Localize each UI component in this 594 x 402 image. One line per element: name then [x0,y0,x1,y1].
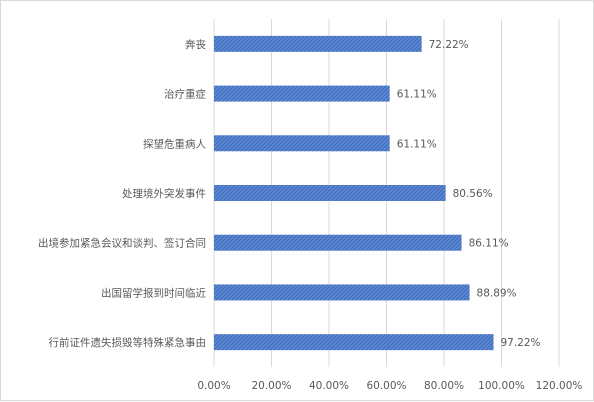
x-tick-label: 40.00% [309,380,349,392]
x-tick-label: 100.00% [478,380,525,392]
data-label: 61.11% [397,89,437,101]
data-label: 86.11% [469,238,509,250]
data-label: 88.89% [477,287,517,299]
category-label: 出境参加紧急会议和谈判、签订合同 [38,237,206,250]
x-tick-label: 20.00% [251,380,291,392]
bar [214,35,422,52]
x-tick-label: 120.00% [536,380,583,392]
x-tick-label: 0.00% [197,380,230,392]
bar [214,185,446,201]
category-label: 处理境外突发事件 [122,187,206,200]
bar [214,334,494,351]
category-label: 奔丧 [185,38,206,51]
data-label: 80.56% [453,188,493,200]
data-label: 72.22% [429,39,469,51]
bar [214,85,390,102]
data-label: 97.22% [501,337,541,349]
x-tick-label: 60.00% [366,380,406,392]
category-label: 治疗重症 [164,88,206,101]
bar [214,135,390,152]
category-label: 行前证件遗失损毁等特殊紧急事由 [49,336,207,349]
category-label: 出国留学报到时间临近 [101,286,206,299]
data-label: 61.11% [397,138,437,150]
x-tick-label: 80.00% [424,380,464,392]
bar [214,234,462,251]
category-label: 探望危重病人 [143,137,206,150]
bar [214,284,470,301]
